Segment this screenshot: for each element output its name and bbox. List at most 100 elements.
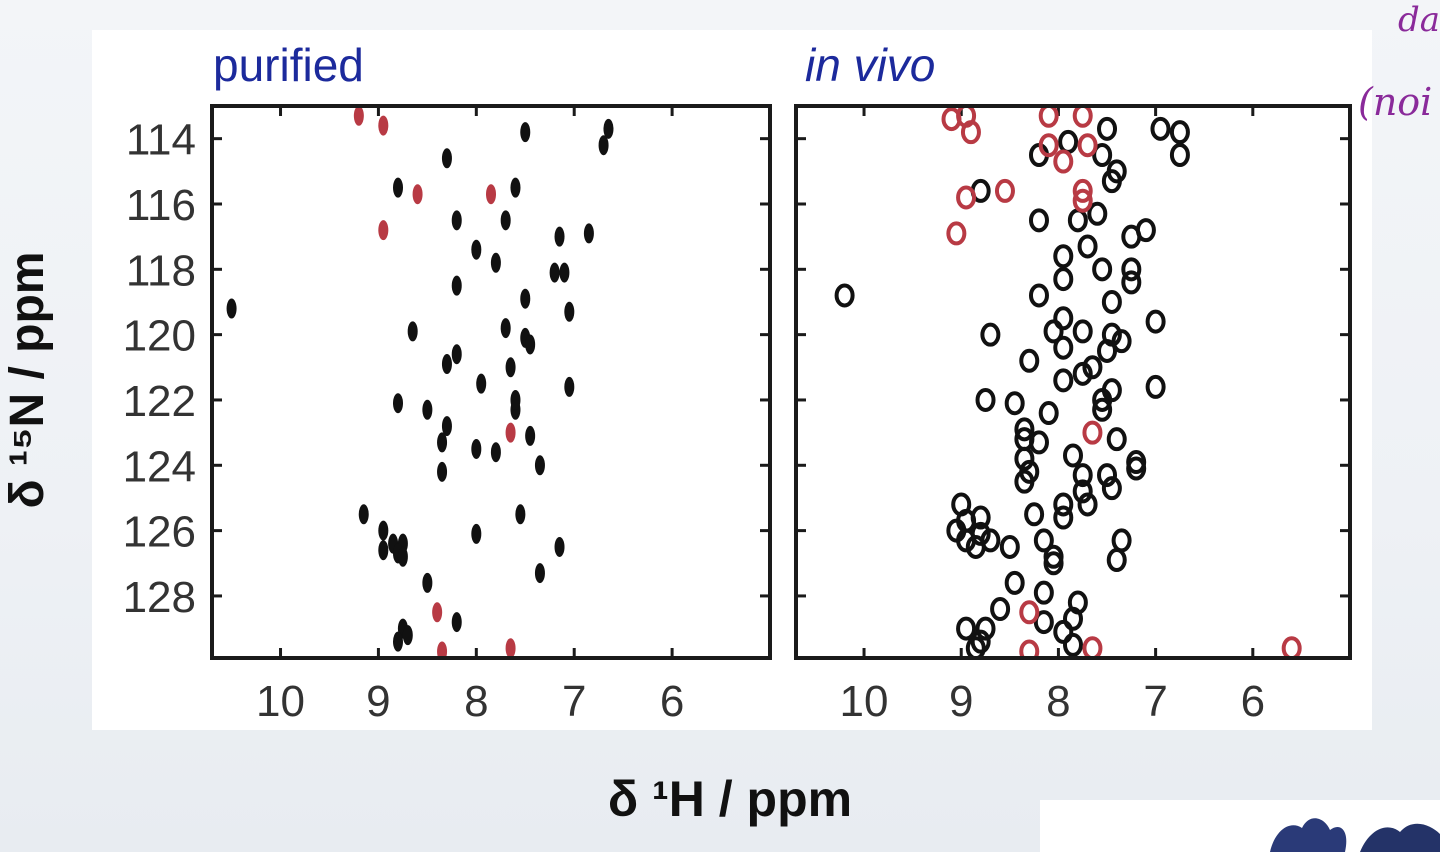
peak-black (1097, 116, 1118, 141)
protein-structure-image (1040, 800, 1440, 852)
peak-black (1063, 443, 1083, 468)
peak-red (1072, 178, 1093, 203)
peak-black (510, 389, 521, 410)
peak-black (490, 252, 501, 273)
peak-red (994, 178, 1015, 203)
peak-black (1097, 463, 1118, 488)
peak-black (422, 399, 433, 420)
peak-black (554, 536, 565, 557)
peak-red (486, 184, 496, 205)
peak-black (1111, 329, 1132, 354)
peak-black (583, 223, 594, 244)
y-axis-label: δ ¹⁵N / ppm (1, 251, 54, 509)
peak-black (1121, 257, 1142, 282)
peak-black (1092, 257, 1113, 282)
peak-black (407, 321, 418, 342)
peak-black (1028, 283, 1049, 308)
peak-red (378, 220, 389, 241)
plot-title-in-vivo: in vivo (805, 39, 936, 91)
peak-black (1053, 492, 1074, 517)
peak-black (1004, 570, 1025, 595)
peak-black (1063, 632, 1083, 656)
peak-black (1106, 548, 1127, 573)
peak-red (941, 108, 962, 132)
peak-black (1053, 368, 1074, 393)
peak-black (975, 616, 996, 641)
peak-red (1077, 133, 1098, 158)
peak-black (1014, 469, 1035, 494)
peak-red (437, 641, 448, 656)
peak-black (1169, 120, 1190, 145)
peak-red (378, 115, 389, 136)
peak-red (956, 185, 977, 210)
y-tick-label: 120 (123, 312, 196, 361)
peak-black (476, 373, 487, 394)
y-tick-label: 128 (123, 573, 196, 622)
peak-black (451, 344, 462, 365)
plot-in-vivo: 10 9 8 7 6 (794, 104, 1352, 726)
peak-black (559, 262, 570, 283)
peak-black (534, 455, 545, 476)
peak-black (549, 262, 560, 283)
peak-black (378, 520, 389, 541)
peak-black (1028, 208, 1049, 233)
plot-purified: 10 9 8 7 6 114 116 118 120 122 124 126 128 (123, 104, 772, 726)
peak-black (1121, 270, 1142, 295)
peak-black (1092, 142, 1113, 167)
peak-black (1053, 505, 1074, 530)
y-tick-label: 114 (126, 116, 196, 165)
peak-black (1092, 387, 1113, 412)
peak-black (1053, 244, 1074, 269)
peak-black (1033, 610, 1054, 635)
peak-red (1019, 639, 1040, 656)
peak-black (1101, 169, 1122, 194)
peak-red (1019, 600, 1040, 625)
x-tick-label: 9 (949, 677, 973, 726)
peak-black (1121, 224, 1142, 249)
peak-red (1053, 149, 1074, 174)
peak-black (1024, 502, 1045, 527)
peak-black (1043, 544, 1064, 569)
peak-red (1281, 636, 1302, 656)
peak-black (980, 528, 1001, 553)
y-tick-label: 118 (126, 246, 196, 295)
peak-black (1043, 319, 1064, 344)
peak-black (1038, 401, 1059, 426)
peak-black (441, 148, 452, 169)
peak-black (1077, 492, 1098, 517)
peak-black (970, 505, 991, 530)
peak-red (1082, 636, 1103, 656)
peak-black (500, 318, 511, 339)
peak-black (1087, 201, 1108, 226)
x-axis-label: δ ¹H / ppm (607, 771, 853, 827)
peak-black (422, 572, 433, 593)
peak-black (603, 118, 614, 139)
peak-red (412, 184, 423, 205)
x-tick-label: 6 (1241, 677, 1265, 726)
peak-black (1033, 528, 1054, 553)
peak-black (970, 629, 991, 654)
peak-black (1072, 479, 1093, 504)
peak-black (500, 210, 511, 231)
peak-black (226, 298, 237, 319)
y-tick-label: 116 (126, 181, 196, 230)
peak-black (990, 597, 1011, 622)
peak-black (525, 425, 536, 446)
peak-black (451, 275, 462, 296)
peak-black (1014, 446, 1035, 471)
peak-red (432, 602, 443, 623)
peak-black (1028, 430, 1049, 455)
peak-black (534, 563, 545, 584)
peak-black (1101, 476, 1122, 501)
peak-black (564, 376, 575, 397)
peak-black (397, 546, 408, 567)
peak-black (378, 540, 389, 561)
peak-black (965, 636, 986, 656)
peak-red (946, 221, 967, 246)
peak-black (1072, 319, 1093, 344)
peak-black (1092, 397, 1113, 422)
peak-black (510, 177, 521, 198)
peak-black (956, 528, 977, 553)
peak-black (1077, 234, 1098, 259)
peak-black (515, 504, 526, 525)
